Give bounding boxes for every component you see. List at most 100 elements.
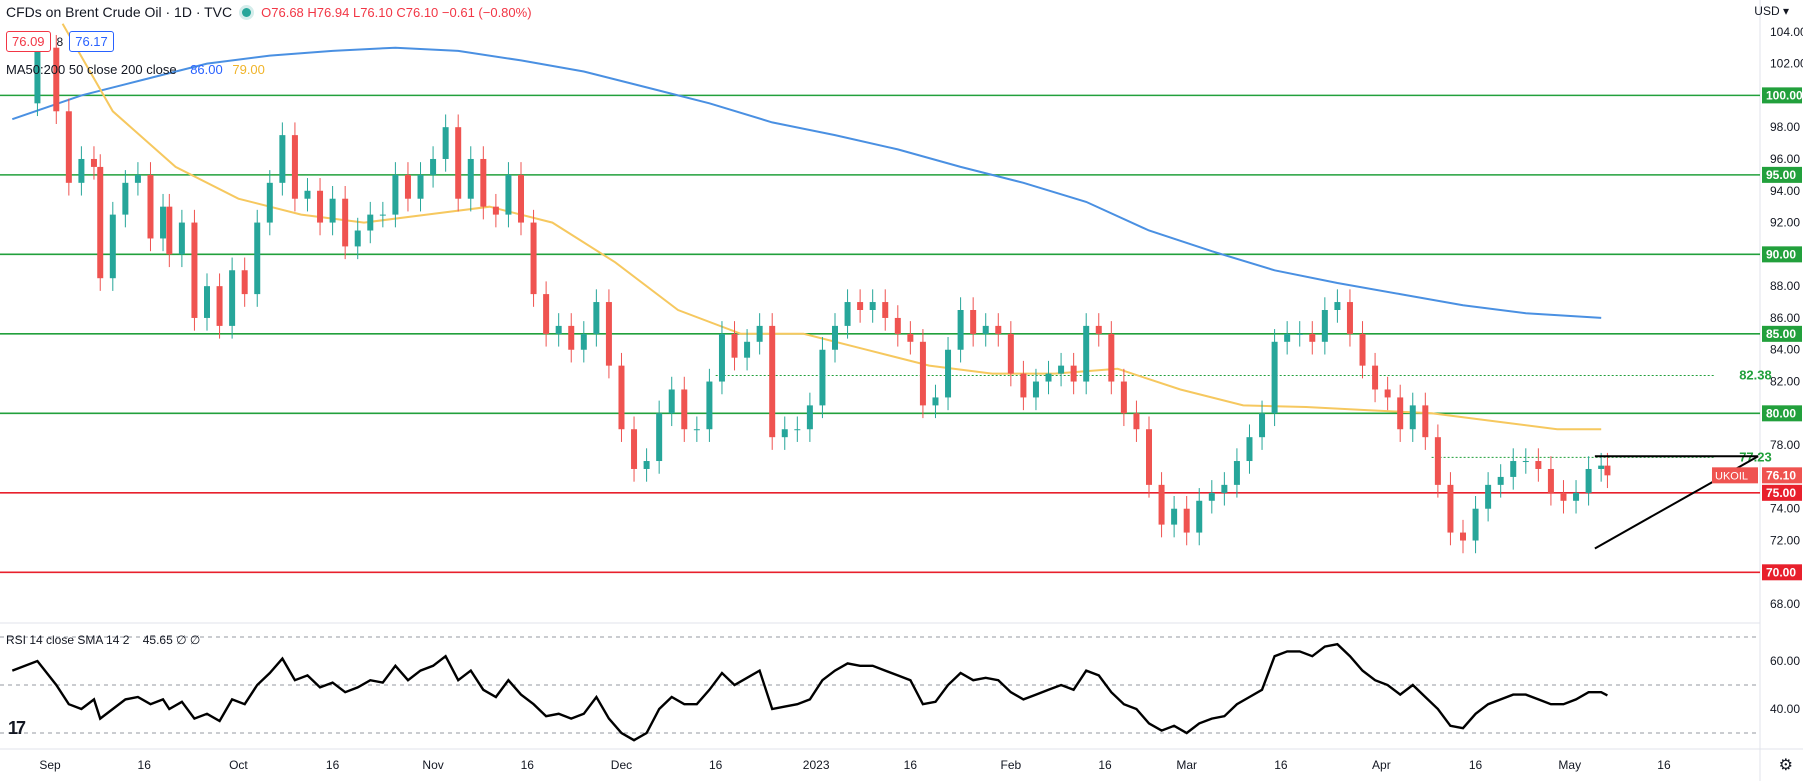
level-label: 70.00 — [1766, 565, 1796, 579]
candle-body — [134, 174, 141, 183]
rsi-v2: ∅ — [176, 633, 187, 647]
candle-body — [844, 302, 851, 326]
price-tick-label: 82.00 — [1770, 375, 1800, 389]
candle-body — [1271, 341, 1278, 414]
candle-body — [1259, 413, 1266, 438]
open-value: O76.68 — [261, 4, 304, 20]
candle-body — [1510, 461, 1517, 477]
candle-body — [1007, 333, 1014, 374]
candle-body — [643, 461, 650, 469]
candle-body — [191, 222, 198, 318]
price-tick-label: 72.00 — [1770, 534, 1800, 548]
candle-body — [1434, 437, 1441, 485]
candle-body — [1158, 484, 1165, 525]
candle-body — [1233, 461, 1240, 485]
candle-body — [907, 333, 914, 342]
candle-body — [794, 429, 801, 431]
time-tick-label: 16 — [521, 758, 535, 772]
candle-body — [442, 127, 449, 159]
tradingview-logo[interactable]: 17 — [8, 718, 26, 738]
candle-body — [160, 206, 167, 239]
ask-price-box[interactable]: 76.17 — [69, 31, 114, 52]
time-tick-label: Sep — [39, 758, 61, 772]
candle-body — [1032, 381, 1039, 398]
chart-header: CFDs on Brent Crude Oil · 1D · TVC O76.6… — [6, 4, 532, 20]
candle-body — [109, 214, 116, 279]
candle-body — [367, 214, 374, 231]
level-label: 95.00 — [1766, 168, 1796, 182]
candle-body — [1120, 381, 1127, 414]
candle-body — [1447, 484, 1454, 533]
candle-body — [1020, 373, 1027, 398]
candle-body — [982, 325, 989, 334]
level-label-box — [1762, 405, 1802, 422]
candle-body — [1497, 476, 1504, 485]
candle-body — [1585, 468, 1592, 493]
candle-body — [882, 302, 889, 318]
candle-body — [756, 325, 763, 342]
candle-body — [1460, 532, 1466, 541]
time-tick-label: 16 — [138, 758, 152, 772]
rsi-tick-label: 40.00 — [1770, 702, 1800, 716]
candle-body — [492, 206, 499, 215]
candle-body — [1372, 365, 1379, 390]
candle-body — [832, 325, 838, 350]
high-value: H76.94 — [307, 4, 350, 20]
level-label: 80.00 — [1766, 406, 1796, 420]
candle-body — [1346, 302, 1353, 334]
time-tick-label: May — [1558, 758, 1581, 772]
symbol-title[interactable]: CFDs on Brent Crude Oil · 1D · TVC — [6, 4, 233, 20]
candle-body — [1547, 468, 1554, 493]
time-tick-label: 16 — [709, 758, 723, 772]
rsi-indicator-legend[interactable]: RSI 14 close SMA 14 2 45.65 ∅ ∅ — [6, 633, 200, 647]
candle-body — [1196, 500, 1203, 533]
candle-body — [65, 111, 72, 183]
candle-body — [1171, 508, 1178, 525]
candle-body — [1108, 333, 1115, 382]
candle-body — [1083, 325, 1090, 382]
candle-body — [1334, 302, 1341, 310]
ohlc-values: O76.68 H76.94 L76.10 C76.10 −0.61 (−0.80… — [261, 5, 531, 20]
ma-indicator-legend[interactable]: MA50:200 50 close 200 close 86.00 79.00 — [6, 62, 265, 77]
currency-selector[interactable]: USD ▾ — [1754, 4, 1789, 18]
candle-body — [605, 302, 612, 366]
price-tick-label: 86.00 — [1770, 311, 1800, 325]
candle-body — [147, 174, 154, 239]
candle-body — [932, 397, 939, 406]
price-tick-label: 102.00 — [1770, 57, 1803, 71]
candle-body — [580, 333, 587, 350]
current-price-box — [1762, 467, 1802, 484]
time-tick-label: Mar — [1176, 758, 1197, 772]
candle-body — [869, 302, 876, 310]
time-tick-label: Feb — [1000, 758, 1021, 772]
candle-body — [342, 198, 349, 247]
candle-body — [392, 174, 399, 215]
settings-gear-icon[interactable]: ⚙ — [1778, 757, 1793, 774]
candle-body — [204, 286, 210, 318]
candle-body — [291, 135, 298, 199]
time-tick-label: 16 — [904, 758, 918, 772]
candle-body — [1221, 484, 1228, 493]
candle-body — [894, 317, 901, 334]
candle-body — [1359, 333, 1366, 366]
candle-body — [1522, 461, 1529, 463]
candle-body — [593, 302, 600, 334]
current-price-label: 76.10 — [1766, 468, 1796, 482]
candle-body — [656, 413, 663, 462]
candle-body — [304, 190, 311, 199]
candle-body — [317, 190, 324, 223]
candle-body — [693, 429, 700, 431]
candle-body — [668, 389, 675, 414]
level-label-box — [1762, 246, 1802, 263]
candle-body — [122, 182, 129, 215]
candle-body — [1598, 465, 1605, 469]
candle-body — [957, 310, 964, 350]
candle-body — [216, 286, 223, 326]
candle-body — [681, 389, 688, 430]
candle-body — [1133, 413, 1140, 430]
candle-body — [354, 230, 361, 247]
dotted-level-label: 82.38 — [1739, 367, 1772, 382]
bid-price-box[interactable]: 76.09 — [6, 31, 51, 52]
rsi-line — [11, 642, 1608, 742]
